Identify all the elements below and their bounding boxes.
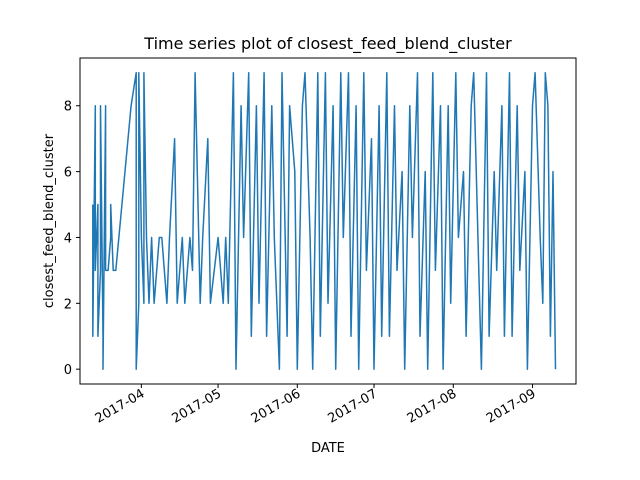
y-tick-label: 8 xyxy=(64,100,72,115)
x-tick-label: 2017-05 xyxy=(170,386,225,426)
y-tick-label: 4 xyxy=(64,231,72,246)
x-axis: 2017-04 2017-05 2017-06 2017-07 2017-08 2017-… xyxy=(93,384,539,427)
y-axis-label: closest_feed_blend_cluster xyxy=(42,133,57,308)
series-layer xyxy=(92,72,557,370)
x-tick-label: 2017-09 xyxy=(484,386,539,426)
x-tick-label: 2017-08 xyxy=(405,386,460,426)
y-tick-label: 0 xyxy=(64,363,72,378)
y-tick-label: 2 xyxy=(64,297,72,312)
plot-frame xyxy=(79,57,577,385)
y-tick-label: 6 xyxy=(64,166,72,181)
chart-title: Time series plot of closest_feed_blend_c… xyxy=(143,34,512,54)
y-axis: 0 2 4 6 8 xyxy=(64,100,80,378)
series-line-0 xyxy=(92,72,557,370)
x-axis-label: DATE xyxy=(311,441,345,456)
x-tick-label: 2017-06 xyxy=(249,386,304,426)
x-tick-label: 2017-07 xyxy=(325,386,380,426)
x-tick-label: 2017-04 xyxy=(93,386,148,426)
